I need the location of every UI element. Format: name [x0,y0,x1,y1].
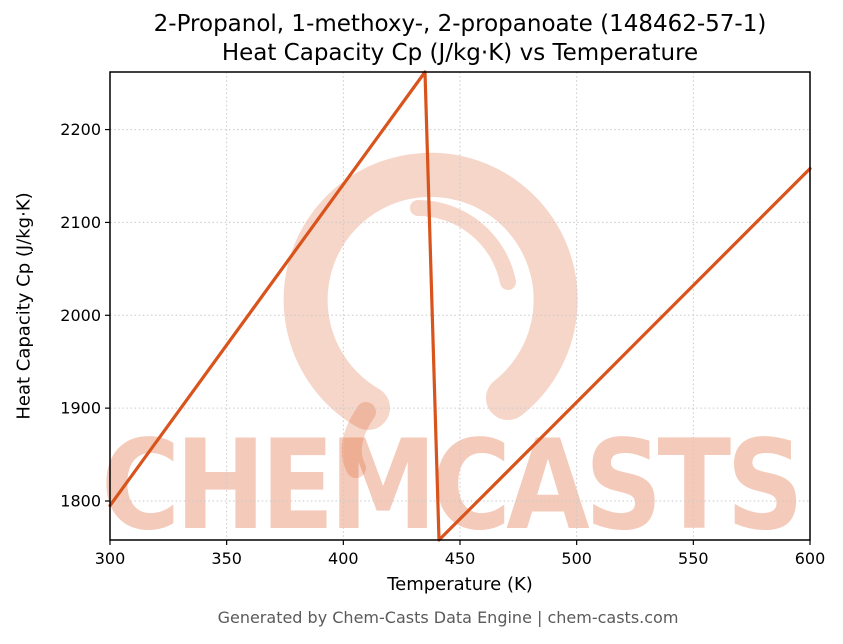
y-tick-label: 1800 [60,492,101,511]
chemcasts-logo-watermark-icon [283,152,578,478]
plot-border [109,71,811,541]
x-tick-label: 350 [211,549,242,568]
x-tick-label: 600 [795,549,826,568]
x-tick-label: 550 [678,549,709,568]
x-tick-label: 400 [328,549,359,568]
x-axis-label: Temperature (K) [387,574,533,595]
logo-outer-swirl [283,152,578,430]
chart-title-line2: Heat Capacity Cp (J/kg·K) vs Temperature [221,40,699,66]
logo-inner-swirl [410,200,516,290]
x-tick-label: 300 [95,549,126,568]
y-tick-label: 2000 [60,306,101,325]
cp-line [108,70,812,542]
chart-title-line1: 2-Propanol, 1-methoxy-, 2-propanoate (14… [153,11,767,37]
footer-credit: Generated by Chem-Casts Data Engine | ch… [217,608,679,627]
chart-title: 2-Propanol, 1-methoxy-, 2-propanoate (14… [154,10,767,68]
y-tick-label: 2100 [60,213,101,232]
y-axis-label: Heat Capacity Cp (J/kg·K) [13,192,35,420]
y-tick-label: 2200 [60,120,101,139]
x-tick-label: 500 [561,549,592,568]
x-tick-label: 450 [445,549,476,568]
y-tick-label: 1900 [60,399,101,418]
logo-tail-stroke [341,402,376,478]
watermark-text: CHEMCASTS [101,414,804,558]
